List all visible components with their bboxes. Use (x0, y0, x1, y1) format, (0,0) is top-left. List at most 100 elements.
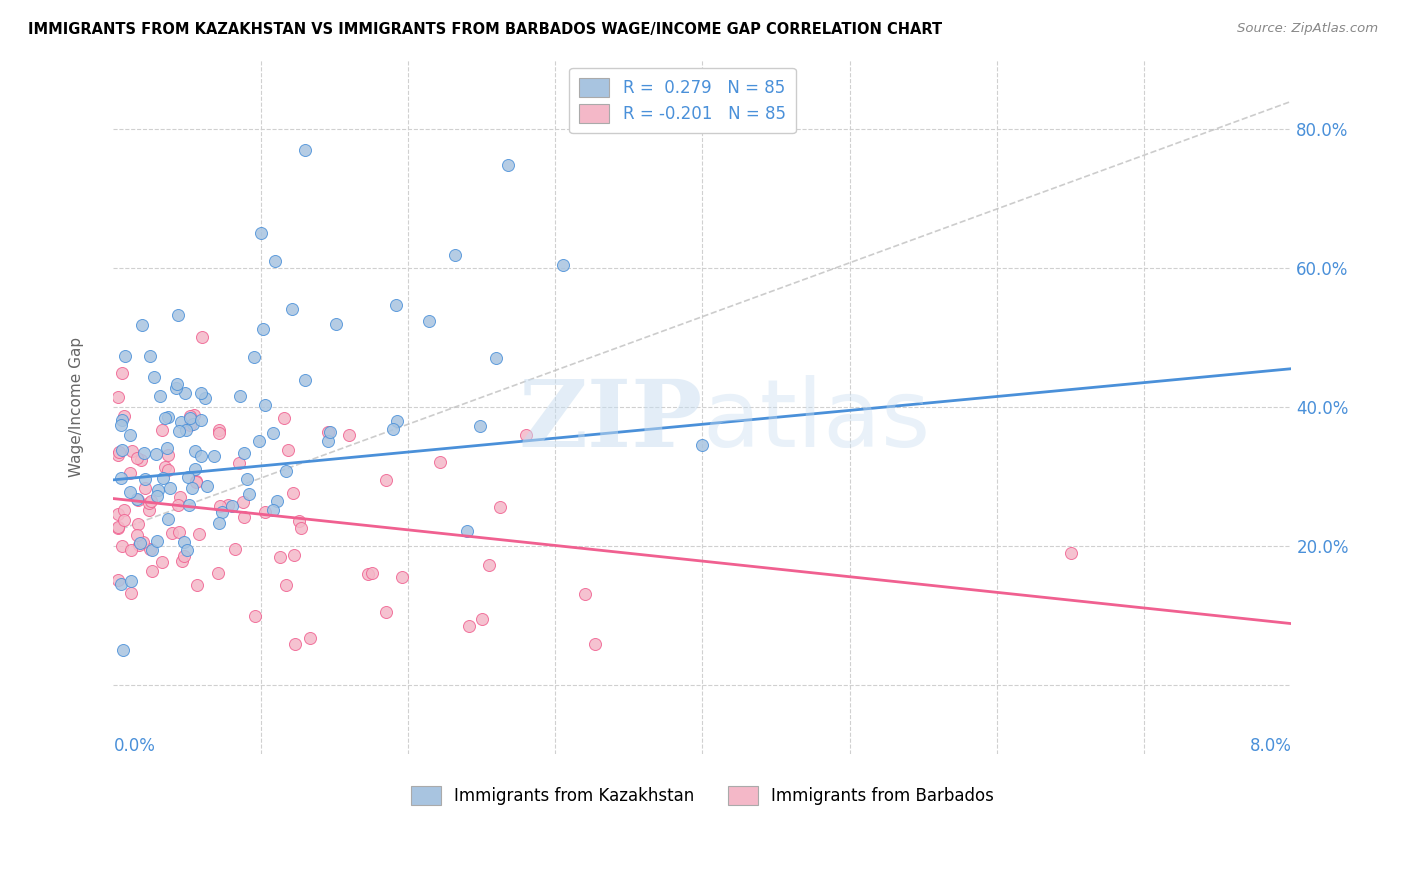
Point (468, 419, 491, 434)
Point (179, 418, 201, 433)
Point (385, 413, 408, 427)
Point (253, 505, 276, 519)
Point (444, 248, 467, 262)
Point (357, 567, 380, 582)
Point (138, 496, 160, 510)
Point (233, 510, 256, 524)
Point (111, 412, 134, 426)
Point (177, 498, 200, 512)
Point (249, 226, 271, 240)
Point (375, 473, 398, 487)
Point (118, 484, 141, 499)
Point (120, 427, 142, 442)
Point (111, 366, 134, 380)
Point (325, 317, 347, 331)
Point (190, 413, 212, 427)
Point (179, 410, 201, 425)
Text: ZIP: ZIP (519, 376, 703, 466)
Point (167, 424, 190, 438)
Point (202, 449, 225, 463)
Point (489, 500, 512, 515)
Point (247, 434, 270, 448)
Point (134, 472, 156, 486)
Point (149, 389, 172, 403)
Point (207, 566, 229, 580)
Point (127, 516, 149, 531)
Point (180, 481, 202, 495)
Point (110, 417, 132, 432)
Point (485, 351, 508, 366)
Point (294, 373, 316, 387)
Point (456, 524, 478, 539)
Point (374, 605, 396, 619)
Point (110, 442, 132, 457)
Point (276, 578, 298, 592)
Point (262, 425, 284, 440)
Point (381, 422, 404, 436)
Point (179, 409, 201, 423)
Point (273, 410, 295, 425)
Text: IMMIGRANTS FROM KAZAKHSTAN VS IMMIGRANTS FROM BARBADOS WAGE/INCOME GAP CORRELATI: IMMIGRANTS FROM KAZAKHSTAN VS IMMIGRANTS… (28, 22, 942, 37)
Point (339, 427, 361, 442)
Point (167, 525, 190, 540)
Point (177, 470, 200, 484)
Point (385, 298, 408, 312)
Point (221, 499, 243, 513)
Point (184, 475, 207, 489)
Point (173, 535, 195, 549)
Point (129, 535, 152, 549)
Point (129, 452, 152, 467)
Point (195, 479, 218, 493)
Point (232, 446, 254, 460)
Point (174, 423, 197, 437)
Point (208, 423, 231, 437)
Text: 8.0%: 8.0% (1250, 737, 1292, 755)
Point (281, 301, 304, 316)
Point (253, 398, 276, 412)
Point (190, 449, 212, 463)
Point (111, 540, 134, 554)
Point (107, 573, 129, 587)
Point (107, 520, 129, 534)
Point (165, 381, 187, 395)
Point (277, 442, 299, 457)
Text: atlas: atlas (703, 375, 931, 467)
Point (294, 143, 316, 157)
Point (110, 471, 132, 485)
Point (228, 456, 250, 470)
Point (112, 503, 135, 517)
Text: Source: ZipAtlas.com: Source: ZipAtlas.com (1237, 22, 1378, 36)
Point (146, 483, 169, 498)
Point (515, 427, 537, 442)
Text: Wage/Income Gap: Wage/Income Gap (69, 337, 84, 477)
Point (173, 386, 195, 401)
Point (111, 643, 134, 657)
Point (692, 438, 714, 452)
Point (112, 513, 135, 527)
Point (127, 451, 149, 466)
Point (284, 637, 307, 651)
Point (290, 521, 312, 535)
Point (224, 541, 246, 556)
Point (157, 462, 180, 476)
Point (298, 631, 321, 645)
Point (152, 471, 174, 485)
Point (471, 612, 494, 626)
Point (262, 503, 284, 517)
Point (131, 318, 153, 332)
Point (232, 495, 254, 509)
Point (183, 409, 205, 423)
Point (319, 425, 342, 439)
Point (125, 491, 148, 506)
Point (114, 350, 136, 364)
Point (211, 505, 233, 519)
Point (478, 558, 501, 572)
Point (156, 511, 179, 525)
Point (236, 472, 259, 486)
Point (574, 587, 596, 601)
Point (150, 423, 173, 437)
Point (391, 570, 413, 584)
Point (208, 425, 231, 440)
Point (153, 411, 176, 425)
Point (150, 555, 173, 569)
